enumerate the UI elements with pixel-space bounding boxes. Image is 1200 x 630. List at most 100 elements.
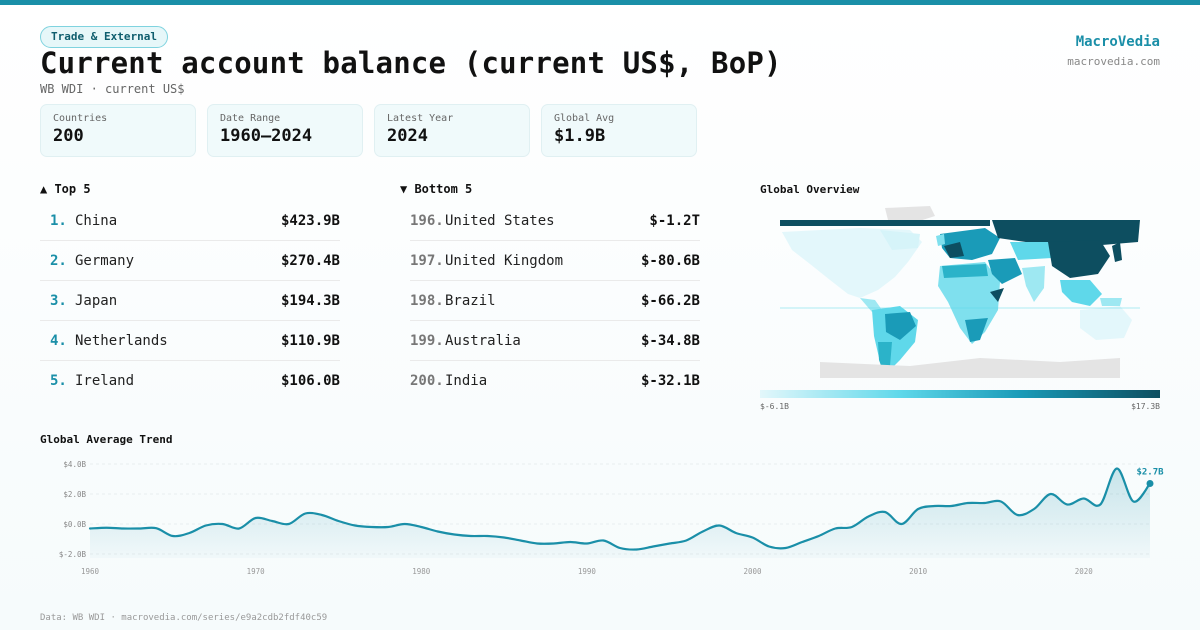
country-value: $110.9B bbox=[280, 332, 340, 349]
region-antarctica bbox=[820, 358, 1120, 378]
region-europe-west bbox=[944, 242, 964, 258]
region-central-asia bbox=[1010, 242, 1052, 260]
country-name: Germany bbox=[75, 252, 135, 269]
trend-area bbox=[90, 468, 1150, 558]
country-value: $-32.1B bbox=[640, 373, 700, 389]
trend-line[interactable] bbox=[88, 467, 1152, 551]
y-tick-label: $-2.0B bbox=[59, 550, 87, 559]
x-tick-label: 1960 bbox=[81, 567, 100, 576]
region-brazil bbox=[885, 312, 916, 340]
x-tick-label: 1970 bbox=[247, 567, 266, 576]
list-item[interactable]: 197. United Kingdom $-80.6B bbox=[410, 241, 700, 281]
country-name: Brazil bbox=[445, 292, 496, 309]
region-africa-north bbox=[942, 264, 988, 278]
page-title: Current account balance (current US$, Bo… bbox=[40, 46, 782, 80]
region-canada-east bbox=[880, 230, 920, 250]
list-item[interactable]: 199. Australia $-34.8B bbox=[410, 321, 700, 361]
region-russia bbox=[992, 220, 1140, 246]
map-color-legend bbox=[760, 390, 1160, 398]
list-item[interactable]: 196. United States $-1.2T bbox=[410, 201, 700, 241]
country-name: Australia bbox=[445, 332, 521, 349]
top5-heading: ▲ Top 5 bbox=[40, 182, 91, 196]
x-tick-label: 1990 bbox=[578, 567, 597, 576]
stats-row: Countries 200 Date Range 1960–2024 Lates… bbox=[40, 104, 697, 157]
stat-card-date-range: Date Range 1960–2024 bbox=[207, 104, 363, 157]
rank: 197. bbox=[410, 252, 444, 269]
region-africa-south bbox=[965, 318, 988, 342]
list-item[interactable]: 2. Germany $270.4B bbox=[40, 241, 340, 281]
country-name: United States bbox=[445, 212, 555, 229]
region-uk bbox=[936, 234, 945, 246]
bottom5-heading: ▼ Bottom 5 bbox=[400, 182, 473, 196]
y-tick-label: $4.0B bbox=[63, 460, 86, 469]
region-australia bbox=[1080, 306, 1132, 340]
stat-value: 2024 bbox=[387, 126, 428, 146]
stat-value: $1.9B bbox=[554, 126, 606, 146]
list-item[interactable]: 200. India $-32.1B bbox=[410, 361, 700, 401]
country-value: $106.0B bbox=[280, 373, 340, 389]
page-subtitle: WB WDI · current US$ bbox=[40, 82, 185, 96]
region-horn bbox=[990, 288, 1004, 302]
last-point-marker[interactable] bbox=[1146, 480, 1154, 487]
x-tick-label: 2020 bbox=[1075, 567, 1094, 576]
category-tag[interactable]: Trade & External bbox=[40, 26, 168, 48]
country-name: Japan bbox=[75, 292, 118, 309]
region-greenland bbox=[885, 206, 935, 224]
region-central-america bbox=[860, 298, 882, 312]
list-item[interactable]: 1. China $423.9B bbox=[40, 201, 340, 241]
country-value: $-66.2B bbox=[640, 292, 700, 309]
stat-card-global-avg: Global Avg $1.9B bbox=[541, 104, 697, 157]
region-middle-east bbox=[988, 258, 1022, 284]
rank: 2. bbox=[50, 252, 67, 269]
brand-url[interactable]: macrovedia.com bbox=[1067, 55, 1160, 68]
list-item[interactable]: 4. Netherlands $110.9B bbox=[40, 321, 340, 361]
list-item[interactable]: 198. Brazil $-66.2B bbox=[410, 281, 700, 321]
country-value: $-1.2T bbox=[649, 212, 700, 229]
rank: 5. bbox=[50, 373, 67, 389]
rank: 199. bbox=[410, 332, 444, 349]
rank: 200. bbox=[410, 373, 444, 389]
region-arctic-strip bbox=[780, 220, 990, 226]
rank: 198. bbox=[410, 292, 444, 309]
country-name: United Kingdom bbox=[445, 252, 564, 269]
stat-label: Global Avg bbox=[554, 113, 615, 124]
stat-label: Countries bbox=[53, 113, 108, 124]
trend-title: Global Average Trend bbox=[40, 433, 173, 446]
region-india bbox=[1022, 266, 1045, 302]
region-china bbox=[1048, 240, 1110, 278]
country-name: India bbox=[445, 373, 488, 389]
country-value: $-80.6B bbox=[640, 252, 700, 269]
region-japan bbox=[1112, 242, 1122, 262]
top-accent-bar bbox=[0, 0, 1200, 5]
brand-name[interactable]: MacroVedia bbox=[1075, 34, 1160, 50]
x-tick-label: 2000 bbox=[743, 567, 762, 576]
y-tick-label: $0.0B bbox=[63, 520, 86, 529]
legend-min-label: $-6.1B bbox=[760, 402, 789, 411]
global-average-trend-chart[interactable]: $4.0B $2.0B $0.0B $-2.0B 1960 1970 1980 1990 200… bbox=[40, 452, 1170, 582]
country-value: $194.3B bbox=[280, 292, 340, 309]
x-tick-label: 2010 bbox=[909, 567, 928, 576]
list-item[interactable]: 5. Ireland $106.0B bbox=[40, 361, 340, 401]
stat-label: Date Range bbox=[220, 113, 281, 124]
country-value: $270.4B bbox=[280, 252, 340, 269]
y-tick-label: $2.0B bbox=[63, 490, 86, 499]
bottom5-list: 196. United States $-1.2T 197. United Kingd… bbox=[410, 201, 700, 401]
brand: MacroVedia macrovedia.com bbox=[1067, 34, 1160, 68]
stat-value: 200 bbox=[53, 126, 84, 146]
last-value-label: $2.7B bbox=[1136, 468, 1164, 478]
region-north-america bbox=[782, 228, 922, 298]
list-item[interactable]: 3. Japan $194.3B bbox=[40, 281, 340, 321]
country-name: China bbox=[75, 212, 118, 229]
country-name: Netherlands bbox=[75, 332, 168, 349]
top5-list: 1. China $423.9B 2. Germany $270.4B 3. Japan $… bbox=[40, 201, 340, 401]
stat-card-countries: Countries 200 bbox=[40, 104, 196, 157]
rank: 1. bbox=[50, 212, 67, 229]
legend-max-label: $17.3B bbox=[1131, 402, 1160, 411]
stat-card-latest-year: Latest Year 2024 bbox=[374, 104, 530, 157]
stat-value: 1960–2024 bbox=[220, 126, 313, 146]
rank: 3. bbox=[50, 292, 67, 309]
country-value: $-34.8B bbox=[640, 332, 700, 349]
rank: 4. bbox=[50, 332, 67, 349]
stat-label: Latest Year bbox=[387, 113, 454, 124]
world-choropleth-map[interactable] bbox=[760, 202, 1160, 387]
